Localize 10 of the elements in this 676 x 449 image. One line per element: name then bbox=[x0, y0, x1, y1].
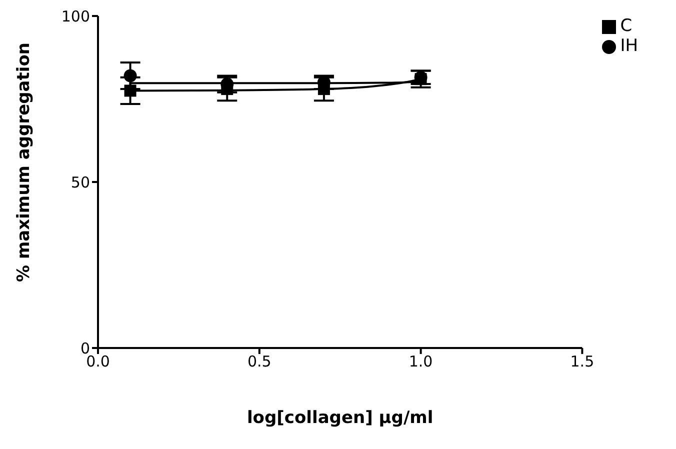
y-tick-label: 100 bbox=[61, 7, 90, 26]
legend-label: C bbox=[620, 16, 632, 36]
legend-label: IH bbox=[620, 36, 638, 56]
x-axis-title: log[collagen] µg/ml bbox=[246, 408, 434, 428]
x-tick-label: 0.0 bbox=[86, 352, 110, 371]
x-tick-label: 0.5 bbox=[247, 352, 272, 371]
y-tick-label: 50 bbox=[70, 173, 90, 192]
x-tick-label: 1.5 bbox=[570, 352, 594, 371]
x-tick-label: 1.0 bbox=[408, 352, 433, 371]
y-axis-title: % maximum aggregation bbox=[14, 42, 34, 282]
